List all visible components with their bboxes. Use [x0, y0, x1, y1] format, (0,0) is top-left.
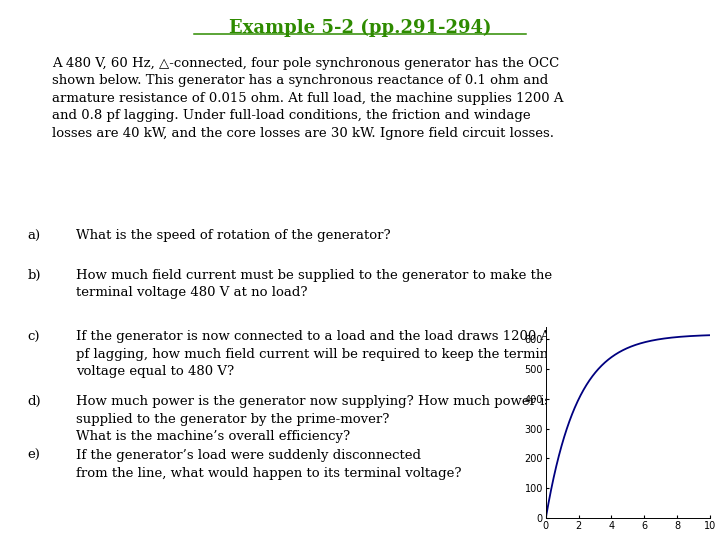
Text: a): a) — [27, 230, 40, 242]
Text: Example 5-2 (pp.291-294): Example 5-2 (pp.291-294) — [229, 19, 491, 37]
Text: d): d) — [27, 395, 41, 408]
Text: e): e) — [27, 449, 40, 462]
Text: What is the speed of rotation of the generator?: What is the speed of rotation of the gen… — [76, 230, 390, 242]
Text: How much field current must be supplied to the generator to make the
terminal vo: How much field current must be supplied … — [76, 269, 552, 299]
Text: How much power is the generator now supplying? How much power is
supplied to the: How much power is the generator now supp… — [76, 395, 551, 443]
Text: A 480 V, 60 Hz, △-connected, four pole synchronous generator has the OCC
shown b: A 480 V, 60 Hz, △-connected, four pole s… — [52, 57, 563, 140]
Text: If the generator is now connected to a load and the load draws 1200 A at 0.8
pf : If the generator is now connected to a l… — [76, 330, 593, 379]
Text: If the generator’s load were suddenly disconnected
from the line, what would hap: If the generator’s load were suddenly di… — [76, 449, 461, 480]
Text: b): b) — [27, 269, 41, 282]
Text: c): c) — [27, 330, 40, 343]
